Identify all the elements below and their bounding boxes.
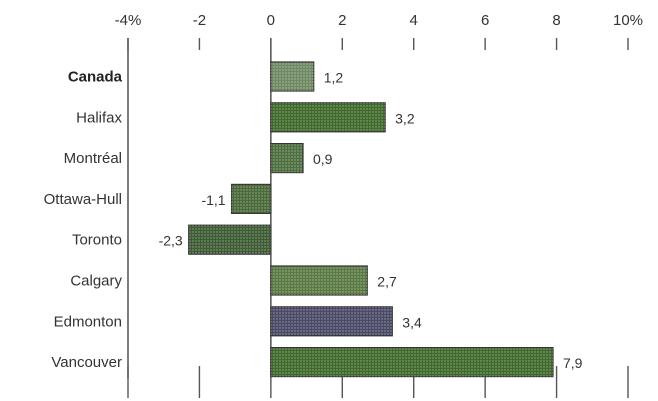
category-label: Montréal: [64, 150, 122, 167]
value-label: 1,2: [324, 70, 344, 86]
category-label: Canada: [68, 69, 123, 86]
category-label: Vancouver: [51, 354, 122, 371]
bar-texture: [188, 225, 271, 255]
category-label: Edmonton: [54, 313, 122, 330]
bar-texture: [270, 266, 368, 295]
bar-texture: [270, 143, 303, 173]
category-label: Calgary: [70, 273, 122, 290]
value-label: -2,3: [159, 233, 183, 249]
bar-texture: [270, 347, 553, 377]
bar-texture: [270, 102, 386, 132]
x-tick-label: 4: [410, 12, 418, 29]
value-label: 3,4: [402, 314, 422, 330]
x-tick-label: 2: [338, 12, 346, 29]
category-label: Halifax: [76, 109, 122, 126]
value-label: -1,1: [201, 192, 225, 208]
category-label: Toronto: [72, 232, 122, 249]
value-label: 3,2: [395, 110, 415, 126]
bar-texture: [231, 184, 271, 214]
value-label: 0,9: [313, 151, 333, 167]
category-label: Ottawa-Hull: [44, 191, 122, 208]
plot-area: -4% -2 0 2 4 6 8 10% Canada 1,2 Halifax 3,2 Montréal…: [44, 12, 643, 398]
bar-texture: [270, 62, 314, 91]
bar-texture: [270, 306, 393, 336]
x-tick-label: -4%: [115, 12, 142, 29]
x-tick-label: 0: [267, 12, 275, 29]
x-tick-label: 6: [481, 12, 489, 29]
value-label: 2,7: [377, 274, 397, 290]
x-tick-label: -2: [193, 12, 206, 29]
x-tick-label: 8: [552, 12, 560, 29]
x-tick-label: 10%: [613, 12, 643, 29]
value-label: 7,9: [563, 355, 583, 371]
